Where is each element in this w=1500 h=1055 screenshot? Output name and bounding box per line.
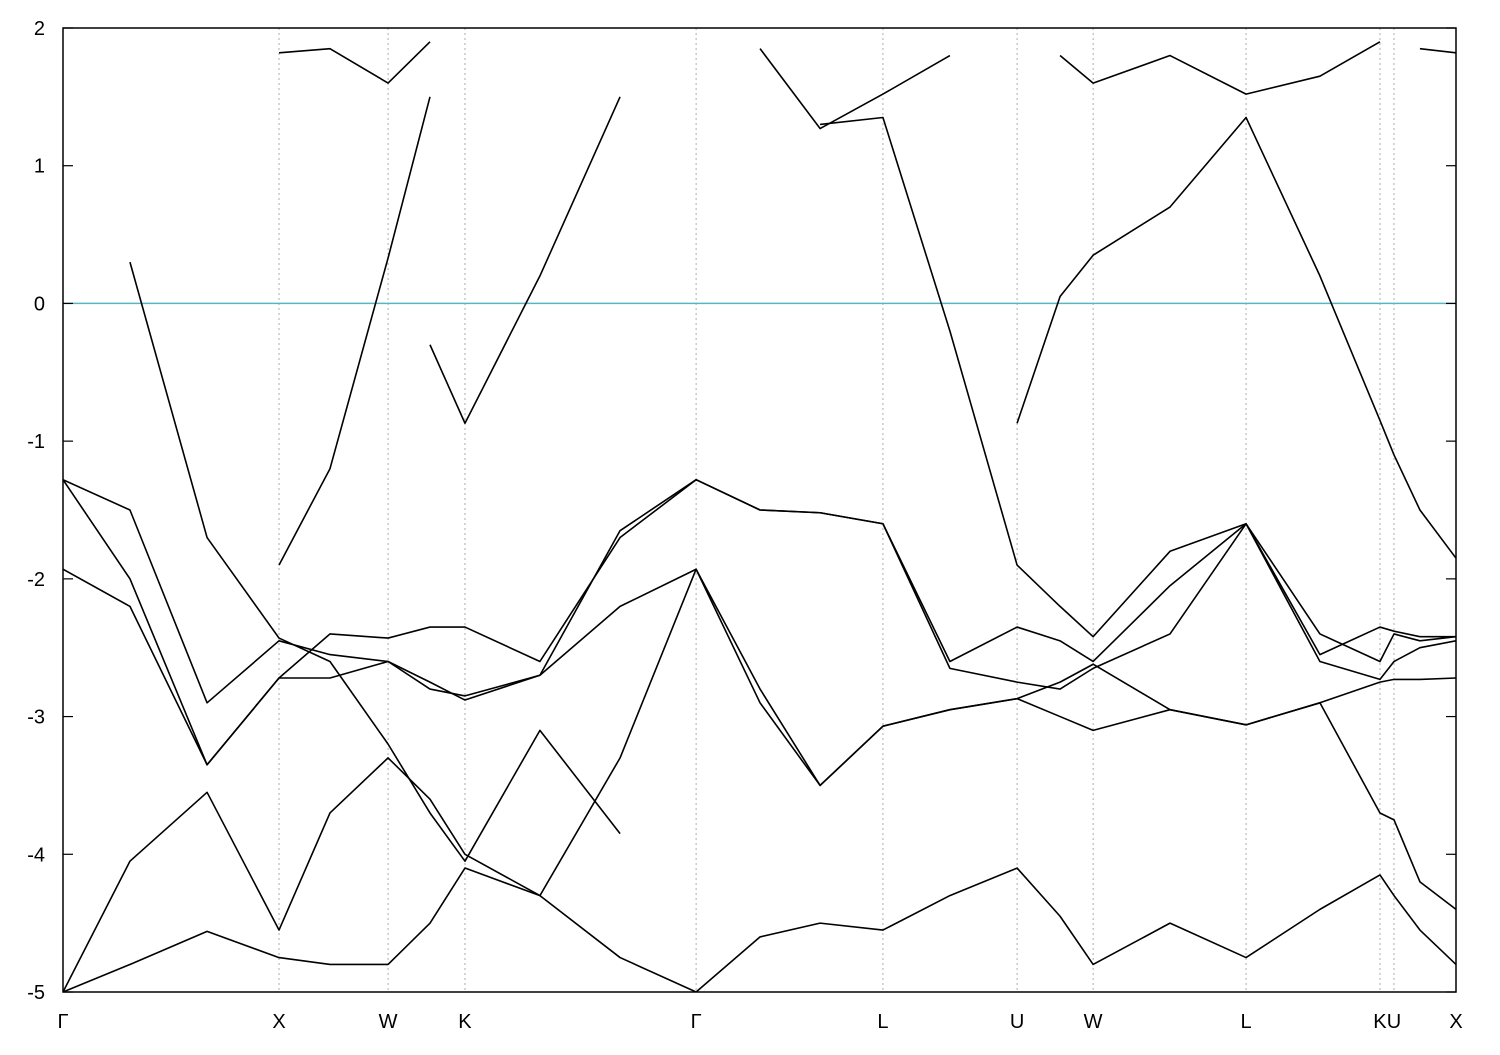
y-tick-label: -5 [27,982,45,1004]
band-line [63,568,1456,787]
plot-frame [62,27,1457,993]
grid [62,28,1457,992]
bands [63,41,1456,992]
band-line [429,96,1456,681]
y-tick-label: 2 [34,18,45,40]
band-line [129,261,621,862]
y-tick-label: 0 [34,293,45,315]
band-line [63,568,1456,992]
x-tick-label: Γ [57,1011,68,1033]
x-tick-label: X [272,1011,285,1033]
y-tick-label: -4 [27,844,45,866]
band-line [63,478,1456,704]
x-tick-label: K [1373,1011,1387,1033]
y-tick-label: -2 [27,569,45,591]
y-tick-label: 1 [34,156,45,178]
x-tick-label: W [379,1011,398,1033]
band-line [278,41,1456,130]
x-tick-label: L [877,1011,888,1033]
x-tick-label: X [1449,1011,1462,1033]
x-tick-label: Γ [691,1011,702,1033]
x-tick-label: L [1240,1011,1251,1033]
y-tick-label: -3 [27,707,45,729]
y-tick-label: -1 [27,431,45,453]
x-tick-label: U [1387,1011,1401,1033]
x-tick-label: K [458,1011,472,1033]
band-line [63,478,1456,766]
x-tick-label: U [1010,1011,1024,1033]
band-line [63,867,1456,992]
x-tick-label: W [1084,1011,1103,1033]
band-line [278,96,1456,566]
